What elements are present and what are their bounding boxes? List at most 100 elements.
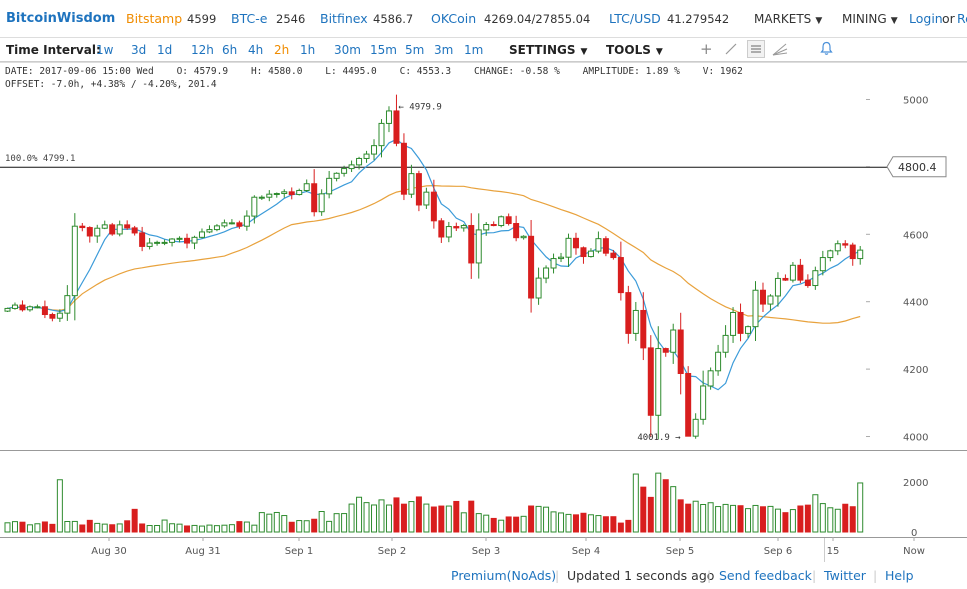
tools-label: TOOLS [606, 43, 651, 57]
candle-body [692, 418, 699, 437]
candle-body [572, 237, 579, 249]
interval-1h[interactable]: 1h [300, 43, 316, 57]
volume-bar [692, 500, 699, 533]
volume-bar [677, 499, 684, 533]
markets-menu[interactable]: MARKETS ▼ [754, 11, 822, 29]
interval-1w[interactable]: 1w [96, 43, 114, 57]
volume-bar [266, 513, 273, 533]
volume-bar [475, 513, 482, 533]
volume-bar [258, 512, 265, 533]
fan-icon[interactable] [772, 42, 788, 61]
candle-body [587, 250, 594, 258]
candle-body [19, 304, 26, 311]
candle-body [326, 177, 333, 195]
candle-body [655, 348, 662, 416]
interval-6h[interactable]: 6h [222, 43, 238, 57]
candle-body [71, 225, 78, 297]
volume-bar [580, 512, 587, 533]
candle-body [11, 304, 18, 309]
register-link[interactable]: Re [957, 11, 967, 26]
x-tick-label: Sep 3 [472, 546, 500, 557]
candle-body [221, 222, 228, 227]
volume-bar [595, 515, 602, 533]
bell-icon[interactable] [820, 41, 833, 61]
help-link[interactable]: Help [885, 568, 914, 583]
interval-15m[interactable]: 15m [370, 43, 397, 57]
x-tick-label: Sep 5 [666, 546, 694, 557]
interval-1d[interactable]: 1d [157, 43, 173, 57]
tools-menu[interactable]: TOOLS ▼ [606, 42, 663, 60]
interval-1m[interactable]: 1m [464, 43, 484, 57]
menu-lines-icon[interactable] [747, 40, 765, 63]
settings-menu[interactable]: SETTINGS ▼ [509, 42, 587, 60]
candle-body [4, 307, 11, 312]
volume-bar [737, 505, 744, 533]
volume-bar [288, 521, 295, 533]
volume-bar [116, 523, 123, 533]
interval-5m[interactable]: 5m [405, 43, 425, 57]
market-name[interactable]: Bitstamp [126, 11, 183, 26]
volume-bar [460, 512, 467, 533]
volume-bar [4, 522, 11, 533]
volume-bar [176, 523, 183, 533]
send-feedback-link[interactable]: Send feedback [719, 568, 812, 583]
volume-bar [617, 522, 624, 533]
interval-30m[interactable]: 30m [334, 43, 361, 57]
candle-body [400, 142, 407, 195]
candle-body [819, 257, 826, 272]
volume-bar [371, 504, 378, 533]
candle-body [445, 226, 452, 238]
volume-bar [565, 513, 572, 533]
candle-body [288, 191, 295, 196]
volume-bar [161, 519, 168, 533]
volume-bar [318, 511, 325, 533]
market-name[interactable]: LTC/USD [609, 11, 661, 26]
volume-bar [722, 503, 729, 533]
candle-body [79, 225, 86, 229]
volume-bar [363, 502, 370, 533]
volume-bar [767, 505, 774, 533]
volume-bar [198, 525, 205, 533]
candle-body [550, 258, 557, 269]
volume-bar [572, 514, 579, 533]
volume-bar [356, 496, 363, 533]
interval-2h[interactable]: 2h [274, 43, 290, 57]
site-logo[interactable]: BitcoinWisdom [6, 11, 116, 26]
market-name[interactable]: BTC-e [231, 11, 268, 26]
candle-body [415, 173, 422, 206]
candle-body [513, 223, 520, 239]
volume-bar [400, 503, 407, 533]
mining-menu[interactable]: MINING ▼ [842, 11, 898, 29]
twitter-link[interactable]: Twitter [824, 568, 866, 583]
interval-4h[interactable]: 4h [248, 43, 264, 57]
market-name[interactable]: Bitfinex [320, 11, 368, 26]
market-price: 41.279542 [667, 12, 730, 26]
x-tick-label: Sep 2 [378, 546, 406, 557]
candle-body [378, 122, 385, 147]
interval-3d[interactable]: 3d [131, 43, 147, 57]
interval-12h[interactable]: 12h [191, 43, 214, 57]
candle-body [363, 153, 370, 159]
volume-bar [543, 506, 550, 533]
crosshair-icon[interactable]: + [700, 40, 713, 58]
candle-body [685, 372, 692, 437]
volume-bar [730, 504, 737, 533]
candle-body [49, 314, 56, 319]
volume-bar [804, 504, 811, 533]
candle-body [632, 309, 639, 334]
line-draw-icon[interactable] [724, 42, 738, 61]
volume-bar [468, 500, 475, 533]
price-tick-label: 4200 [903, 365, 928, 376]
volume-bar [655, 472, 662, 533]
high-annotation: ← 4979.9 [398, 102, 441, 112]
volume-bar [124, 520, 131, 533]
candle-body [341, 168, 348, 174]
interval-3m[interactable]: 3m [434, 43, 454, 57]
market-name[interactable]: OKCoin [431, 11, 477, 26]
volume-bar [341, 513, 348, 533]
premium-link[interactable]: Premium(NoAds) [451, 568, 557, 583]
candle-body [258, 196, 265, 199]
login-link[interactable]: Login [909, 11, 943, 26]
ohlc-info: DATE: 2017-09-06 15:00 Wed O: 4579.9 H: … [5, 66, 743, 77]
